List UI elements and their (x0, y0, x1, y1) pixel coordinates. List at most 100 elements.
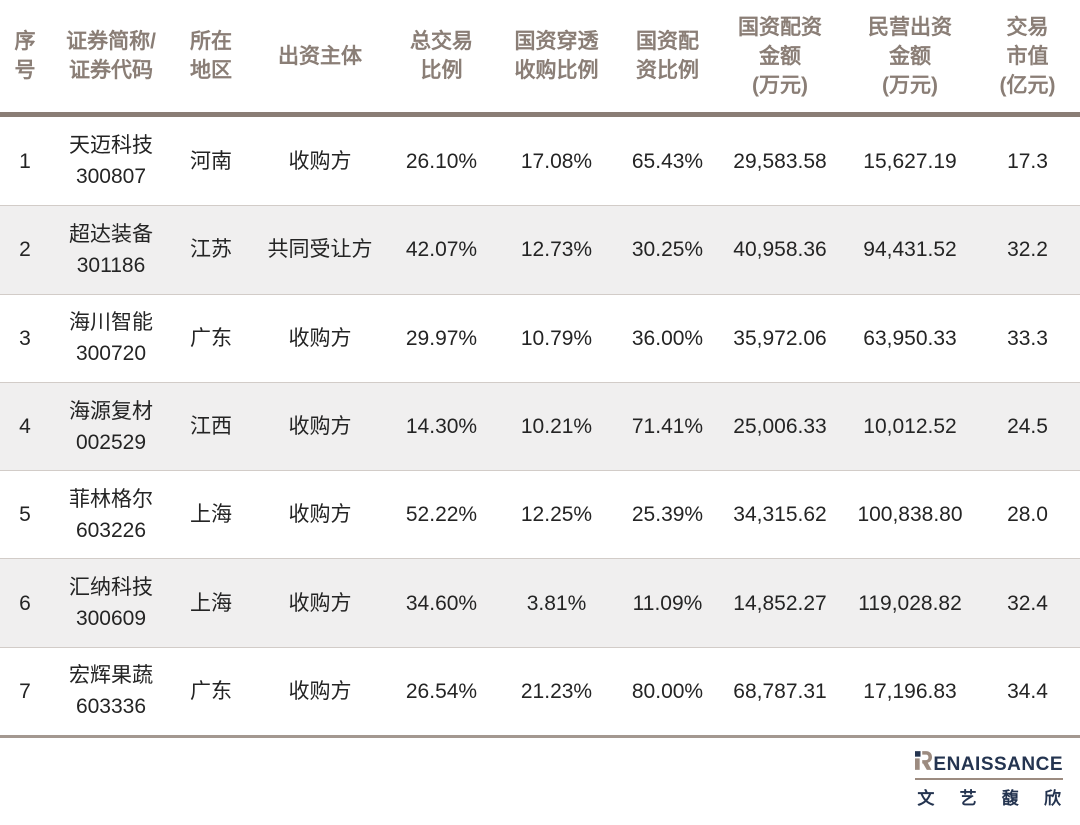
cell-entity: 收购方 (250, 117, 390, 205)
entity-value: 收购方 (288, 415, 352, 439)
cell-market-cap: 34.4 (975, 648, 1080, 735)
cell-entity: 收购方 (250, 383, 390, 470)
cell-index: 5 (0, 471, 50, 558)
total-ratio-value: 29.97% (405, 326, 478, 350)
cell-allocation-ratio: 71.41% (620, 383, 715, 470)
cell-allocation-ratio: 36.00% (620, 295, 715, 382)
table-body: 1 天迈科技 300807 河南 收购方 26.10% 17.08% 65.43… (0, 117, 1080, 735)
cell-entity: 共同受让方 (250, 206, 390, 293)
cell-market-cap: 32.2 (975, 206, 1080, 293)
cell-total-ratio: 52.22% (390, 471, 493, 558)
allocation-ratio-value: 36.00% (631, 326, 704, 350)
column-header-penetration-ratio: 国资穿透 收购比例 (514, 30, 599, 82)
penetration-ratio-value: 12.73% (520, 238, 593, 262)
cell-allocation-ratio: 30.25% (620, 206, 715, 293)
brand-chinese-char: 艺 (959, 789, 977, 809)
row-index: 7 (19, 679, 31, 703)
cell-region: 广东 (172, 648, 250, 735)
cell-penetration-ratio: 10.21% (493, 383, 620, 470)
cell-market-cap: 33.3 (975, 295, 1080, 382)
penetration-ratio-value: 10.21% (520, 415, 593, 439)
cell-state-amount: 68,787.31 (715, 648, 845, 735)
cell-penetration-ratio: 3.81% (493, 559, 620, 646)
column-header-entity: 出资主体 (278, 44, 362, 68)
cell-index: 3 (0, 295, 50, 382)
cell-total-ratio: 42.07% (390, 206, 493, 293)
penetration-ratio-value: 21.23% (520, 679, 593, 703)
state-amount-value: 68,787.31 (733, 679, 827, 703)
security-code: 300807 (75, 165, 147, 189)
allocation-ratio-value: 11.09% (632, 591, 703, 615)
entity-value: 收购方 (288, 503, 352, 527)
security-name: 天迈科技 (69, 134, 153, 158)
cell-total-ratio: 29.97% (390, 295, 493, 382)
column-header-allocation-ratio: 国资配 资比例 (636, 30, 699, 82)
cell-entity: 收购方 (250, 295, 390, 382)
total-ratio-value: 42.07% (405, 238, 478, 262)
table-header-row: 序 号 证券简称/ 证券代码 所在 地区 出资主体 总交易 比例 国资穿透 收购… (0, 0, 1080, 117)
cell-index: 6 (0, 559, 50, 646)
private-amount-value: 63,950.33 (863, 326, 957, 350)
cell-index: 4 (0, 383, 50, 470)
cell-entity: 收购方 (250, 648, 390, 735)
cell-index: 7 (0, 648, 50, 735)
cell-state-amount: 14,852.27 (715, 559, 845, 646)
cell-market-cap: 17.3 (975, 117, 1080, 205)
security-name: 宏辉果蔬 (69, 664, 153, 688)
cell-market-cap: 28.0 (975, 471, 1080, 558)
table-row: 6 汇纳科技 300609 上海 收购方 34.60% 3.81% 11.09%… (0, 558, 1080, 647)
row-index: 2 (19, 238, 31, 262)
cell-private-amount: 63,950.33 (845, 295, 975, 382)
total-ratio-value: 26.54% (405, 679, 478, 703)
cell-private-amount: 10,012.52 (845, 383, 975, 470)
private-amount-value: 17,196.83 (863, 679, 957, 703)
security-name: 菲林格尔 (69, 487, 153, 511)
penetration-ratio-value: 10.79% (520, 326, 593, 350)
cell-security: 海川智能 300720 (50, 295, 172, 382)
cell-allocation-ratio: 65.43% (620, 117, 715, 205)
cell-state-amount: 25,006.33 (715, 383, 845, 470)
cell-allocation-ratio: 25.39% (620, 471, 715, 558)
allocation-ratio-value: 80.00% (631, 679, 704, 703)
market-cap-value: 32.4 (1007, 591, 1048, 615)
total-ratio-value: 34.60% (405, 591, 478, 615)
cell-index: 2 (0, 206, 50, 293)
market-cap-value: 28.0 (1007, 503, 1048, 527)
cell-entity: 收购方 (250, 471, 390, 558)
brand-chinese-char: 文 (917, 789, 935, 809)
column-header-total-ratio: 总交易 比例 (410, 30, 473, 82)
cell-state-amount: 40,958.36 (715, 206, 845, 293)
cell-private-amount: 17,196.83 (845, 648, 975, 735)
total-ratio-value: 52.22% (405, 503, 478, 527)
region-value: 广东 (190, 679, 232, 703)
cell-region: 江苏 (172, 206, 250, 293)
cell-private-amount: 100,838.80 (845, 471, 975, 558)
private-amount-value: 100,838.80 (857, 503, 963, 527)
penetration-ratio-value: 12.25% (520, 503, 593, 527)
cell-market-cap: 24.5 (975, 383, 1080, 470)
cell-total-ratio: 26.10% (390, 117, 493, 205)
region-value: 上海 (190, 503, 232, 527)
market-cap-value: 17.3 (1007, 149, 1048, 173)
column-header-index: 序 号 (14, 30, 36, 82)
cell-penetration-ratio: 10.79% (493, 295, 620, 382)
column-header-market-cap: 交易 市值 (亿元) (999, 15, 1056, 97)
table-row: 4 海源复材 002529 江西 收购方 14.30% 10.21% 71.41… (0, 381, 1080, 471)
cell-allocation-ratio: 80.00% (620, 648, 715, 735)
cell-state-amount: 35,972.06 (715, 295, 845, 382)
table-row: 2 超达装备 301186 江苏 共同受让方 42.07% 12.73% 30.… (0, 205, 1080, 294)
entity-value: 收购方 (288, 149, 352, 173)
row-index: 4 (19, 415, 31, 439)
penetration-ratio-value: 3.81% (526, 591, 587, 615)
cell-state-amount: 29,583.58 (715, 117, 845, 205)
cell-security: 天迈科技 300807 (50, 117, 172, 205)
brand-chinese-row: 文 艺 馥 欣 (915, 784, 1063, 809)
security-code: 300609 (75, 607, 147, 631)
column-header-private-amount: 民营出资 金额 (万元) (868, 15, 952, 97)
cell-penetration-ratio: 12.73% (493, 206, 620, 293)
cell-region: 广东 (172, 295, 250, 382)
security-code: 301186 (76, 253, 146, 277)
brand-chinese-char: 欣 (1043, 789, 1061, 809)
penetration-ratio-value: 17.08% (520, 149, 593, 173)
cell-total-ratio: 14.30% (390, 383, 493, 470)
